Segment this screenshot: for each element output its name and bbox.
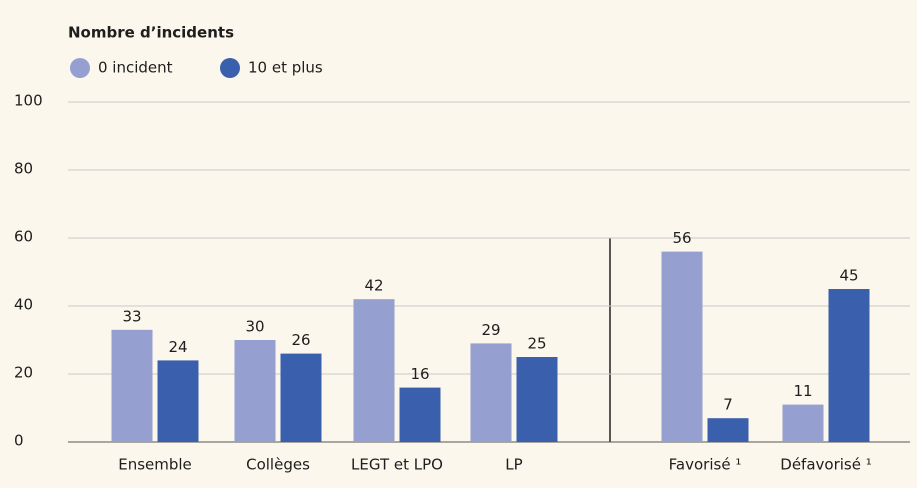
bar: [828, 289, 870, 442]
value-label: 26: [291, 331, 310, 349]
bar: [661, 251, 703, 442]
legend-title: Nombre d’incidents: [68, 24, 234, 42]
bar: [707, 418, 749, 442]
legend-swatch: [220, 58, 240, 78]
value-label: 25: [527, 335, 546, 353]
bar: [234, 340, 276, 442]
x-tick-label: Favorisé ¹: [669, 456, 742, 474]
value-label: 7: [723, 396, 733, 414]
x-tick-label: LEGT et LPO: [351, 456, 443, 474]
y-tick-label: 80: [14, 160, 33, 178]
y-tick-label: 0: [14, 432, 24, 450]
bar: [111, 329, 153, 442]
x-tick-label: LP: [505, 456, 522, 474]
y-tick-label: 40: [14, 296, 33, 314]
bar: [516, 357, 558, 442]
value-label: 45: [839, 267, 858, 285]
y-tick-label: 60: [14, 228, 33, 246]
bar: [280, 353, 322, 442]
value-label: 24: [168, 338, 187, 356]
legend-label: 10 et plus: [248, 59, 323, 77]
value-label: 56: [672, 229, 691, 247]
bar: [353, 299, 395, 442]
value-label: 33: [122, 307, 141, 325]
value-label: 30: [245, 318, 264, 336]
legend-swatch: [70, 58, 90, 78]
bar: [470, 343, 512, 442]
bar: [782, 404, 824, 442]
y-tick-label: 20: [14, 364, 33, 382]
value-label: 42: [364, 277, 383, 295]
y-tick-label: 100: [14, 92, 43, 110]
value-label: 11: [793, 382, 812, 400]
bar: [157, 360, 199, 442]
legend-label: 0 incident: [98, 59, 173, 77]
x-tick-label: Collèges: [246, 456, 310, 474]
x-tick-label: Défavorisé ¹: [780, 456, 871, 474]
value-label: 29: [481, 321, 500, 339]
x-tick-label: Ensemble: [118, 456, 192, 474]
value-label: 16: [410, 365, 429, 383]
bar: [399, 387, 441, 442]
